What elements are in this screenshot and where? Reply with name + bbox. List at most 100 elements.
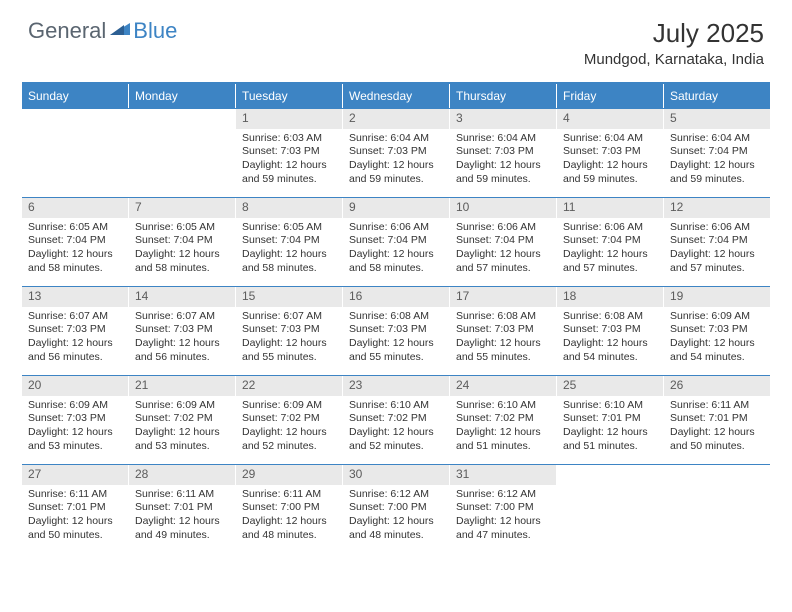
sunrise-text: Sunrise: 6:12 AM xyxy=(456,488,550,502)
day-details: Sunrise: 6:04 AMSunset: 7:03 PMDaylight:… xyxy=(343,129,449,193)
day-number: 17 xyxy=(450,287,556,307)
day-details: Sunrise: 6:08 AMSunset: 7:03 PMDaylight:… xyxy=(450,307,556,371)
daylight-text: Daylight: 12 hours and 55 minutes. xyxy=(456,337,550,364)
day-cell: 19Sunrise: 6:09 AMSunset: 7:03 PMDayligh… xyxy=(664,287,770,375)
day-number: 31 xyxy=(450,465,556,485)
sunset-text: Sunset: 7:01 PM xyxy=(135,501,229,515)
brand-logo: General Blue xyxy=(28,18,177,44)
sunrise-text: Sunrise: 6:10 AM xyxy=(349,399,443,413)
day-number: 16 xyxy=(343,287,449,307)
day-header: Saturday xyxy=(664,84,770,108)
brand-text-general: General xyxy=(28,18,106,44)
day-number: 7 xyxy=(129,198,235,218)
sunset-text: Sunset: 7:03 PM xyxy=(563,323,657,337)
title-block: July 2025 Mundgod, Karnataka, India xyxy=(584,18,764,68)
sunset-text: Sunset: 7:01 PM xyxy=(563,412,657,426)
sunrise-text: Sunrise: 6:07 AM xyxy=(135,310,229,324)
day-number: 3 xyxy=(450,109,556,129)
day-number: 4 xyxy=(557,109,663,129)
day-number: 10 xyxy=(450,198,556,218)
sunrise-text: Sunrise: 6:06 AM xyxy=(456,221,550,235)
daylight-text: Daylight: 12 hours and 53 minutes. xyxy=(135,426,229,453)
day-header: Wednesday xyxy=(343,84,450,108)
day-number: 21 xyxy=(129,376,235,396)
sunset-text: Sunset: 7:04 PM xyxy=(670,234,764,248)
day-number: 20 xyxy=(22,376,128,396)
sunrise-text: Sunrise: 6:04 AM xyxy=(670,132,764,146)
day-cell: 14Sunrise: 6:07 AMSunset: 7:03 PMDayligh… xyxy=(129,287,236,375)
sunset-text: Sunset: 7:01 PM xyxy=(670,412,764,426)
day-cell: 15Sunrise: 6:07 AMSunset: 7:03 PMDayligh… xyxy=(236,287,343,375)
sunrise-text: Sunrise: 6:11 AM xyxy=(28,488,122,502)
sunrise-text: Sunrise: 6:06 AM xyxy=(563,221,657,235)
day-details: Sunrise: 6:04 AMSunset: 7:03 PMDaylight:… xyxy=(450,129,556,193)
sunrise-text: Sunrise: 6:09 AM xyxy=(135,399,229,413)
sunset-text: Sunset: 7:04 PM xyxy=(456,234,550,248)
daylight-text: Daylight: 12 hours and 51 minutes. xyxy=(456,426,550,453)
day-details: Sunrise: 6:12 AMSunset: 7:00 PMDaylight:… xyxy=(343,485,449,549)
day-details: Sunrise: 6:08 AMSunset: 7:03 PMDaylight:… xyxy=(343,307,449,371)
day-number: 29 xyxy=(236,465,342,485)
day-number: 27 xyxy=(22,465,128,485)
sunset-text: Sunset: 7:01 PM xyxy=(28,501,122,515)
sunset-text: Sunset: 7:02 PM xyxy=(456,412,550,426)
week-row: 20Sunrise: 6:09 AMSunset: 7:03 PMDayligh… xyxy=(22,375,770,464)
day-details: Sunrise: 6:05 AMSunset: 7:04 PMDaylight:… xyxy=(129,218,235,282)
day-details: Sunrise: 6:09 AMSunset: 7:02 PMDaylight:… xyxy=(129,396,235,460)
location-subtitle: Mundgod, Karnataka, India xyxy=(584,51,764,68)
day-cell: 27 Sunrise: 6:11 AMSunset: 7:01 PMDayligh… xyxy=(22,465,129,553)
sunset-text: Sunset: 7:00 PM xyxy=(349,501,443,515)
daylight-text: Daylight: 12 hours and 50 minutes. xyxy=(28,515,122,542)
sunset-text: Sunset: 7:04 PM xyxy=(563,234,657,248)
day-number: 8 xyxy=(236,198,342,218)
day-details: Sunrise: 6:09 AMSunset: 7:02 PMDaylight:… xyxy=(236,396,342,460)
day-cell: 7Sunrise: 6:05 AMSunset: 7:04 PMDaylight… xyxy=(129,198,236,286)
daylight-text: Daylight: 12 hours and 47 minutes. xyxy=(456,515,550,542)
day-number: 25 xyxy=(557,376,663,396)
day-details: Sunrise: 6:08 AMSunset: 7:03 PMDaylight:… xyxy=(557,307,663,371)
day-cell: 11Sunrise: 6:06 AMSunset: 7:04 PMDayligh… xyxy=(557,198,664,286)
day-cell: 17Sunrise: 6:08 AMSunset: 7:03 PMDayligh… xyxy=(450,287,557,375)
day-cell: 5Sunrise: 6:04 AMSunset: 7:04 PMDaylight… xyxy=(664,109,770,197)
sunrise-text: Sunrise: 6:05 AM xyxy=(242,221,336,235)
day-details: Sunrise: 6:07 AMSunset: 7:03 PMDaylight:… xyxy=(22,307,128,371)
day-number: 11 xyxy=(557,198,663,218)
sunset-text: Sunset: 7:03 PM xyxy=(28,412,122,426)
calendar-grid: SundayMondayTuesdayWednesdayThursdayFrid… xyxy=(22,82,770,553)
sunrise-text: Sunrise: 6:07 AM xyxy=(242,310,336,324)
month-title: July 2025 xyxy=(584,18,764,49)
day-number: 15 xyxy=(236,287,342,307)
day-cell: 2Sunrise: 6:04 AMSunset: 7:03 PMDaylight… xyxy=(343,109,450,197)
day-cell: 13Sunrise: 6:07 AMSunset: 7:03 PMDayligh… xyxy=(22,287,129,375)
daylight-text: Daylight: 12 hours and 59 minutes. xyxy=(456,159,550,186)
sunrise-text: Sunrise: 6:03 AM xyxy=(242,132,336,146)
daylight-text: Daylight: 12 hours and 58 minutes. xyxy=(135,248,229,275)
day-cell: 24Sunrise: 6:10 AMSunset: 7:02 PMDayligh… xyxy=(450,376,557,464)
day-cell: . xyxy=(129,109,236,197)
sunset-text: Sunset: 7:04 PM xyxy=(670,145,764,159)
daylight-text: Daylight: 12 hours and 59 minutes. xyxy=(563,159,657,186)
day-number: 12 xyxy=(664,198,770,218)
sunset-text: Sunset: 7:03 PM xyxy=(28,323,122,337)
day-number: 23 xyxy=(343,376,449,396)
sunset-text: Sunset: 7:03 PM xyxy=(349,323,443,337)
daylight-text: Daylight: 12 hours and 57 minutes. xyxy=(456,248,550,275)
sunrise-text: Sunrise: 6:04 AM xyxy=(563,132,657,146)
daylight-text: Daylight: 12 hours and 50 minutes. xyxy=(670,426,764,453)
day-details: Sunrise: 6:09 AMSunset: 7:03 PMDaylight:… xyxy=(664,307,770,371)
daylight-text: Daylight: 12 hours and 59 minutes. xyxy=(349,159,443,186)
day-details: Sunrise: 6:09 AMSunset: 7:03 PMDaylight:… xyxy=(22,396,128,460)
sunset-text: Sunset: 7:02 PM xyxy=(135,412,229,426)
sunset-text: Sunset: 7:02 PM xyxy=(242,412,336,426)
day-header: Monday xyxy=(129,84,236,108)
sunrise-text: Sunrise: 6:10 AM xyxy=(456,399,550,413)
day-cell: 22Sunrise: 6:09 AMSunset: 7:02 PMDayligh… xyxy=(236,376,343,464)
week-row: 6Sunrise: 6:05 AMSunset: 7:04 PMDaylight… xyxy=(22,197,770,286)
sunrise-text: Sunrise: 6:04 AM xyxy=(349,132,443,146)
daylight-text: Daylight: 12 hours and 48 minutes. xyxy=(242,515,336,542)
day-cell: . xyxy=(664,465,770,553)
sunrise-text: Sunrise: 6:11 AM xyxy=(242,488,336,502)
daylight-text: Daylight: 12 hours and 59 minutes. xyxy=(670,159,764,186)
day-details: Sunrise: 6:10 AMSunset: 7:02 PMDaylight:… xyxy=(343,396,449,460)
day-details: Sunrise: 6:05 AMSunset: 7:04 PMDaylight:… xyxy=(236,218,342,282)
